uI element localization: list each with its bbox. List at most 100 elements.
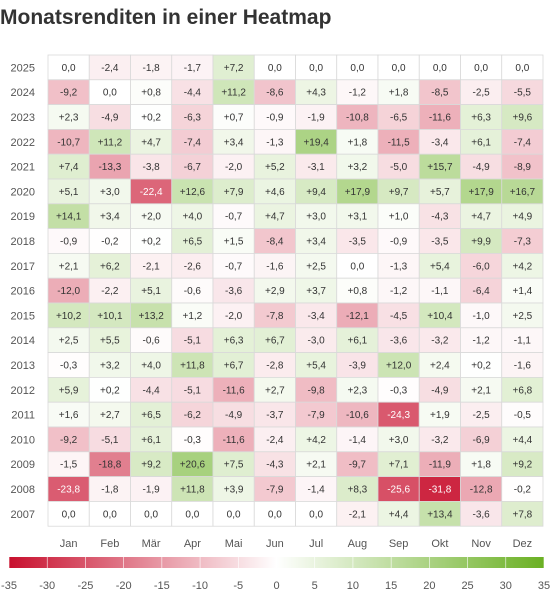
cell-value-label: -1,6 <box>514 361 532 372</box>
cell-value-label: +1,8 <box>389 88 409 99</box>
year-label: 2011 <box>11 410 35 422</box>
month-labels: Jan Feb Mär Apr Mai Jun Jul Aug Sep Okt Nov Dez <box>60 538 532 550</box>
cell-value-label: -3,9 <box>349 361 367 372</box>
cell-value-label: +12,6 <box>180 187 206 198</box>
cell-value-label: -22,4 <box>140 187 163 198</box>
cell-value-label: -2,6 <box>184 261 202 272</box>
cell-value-label: +4,9 <box>513 212 533 223</box>
cell-value-label: 0,0 <box>103 88 117 99</box>
cell-value-label: +17,9 <box>345 187 371 198</box>
heatmap-cell <box>460 153 503 180</box>
heatmap-cells: 0,0 -2,4 -1,8 -1,7 +7,2 0,0 0,0 0,0 0,0 0,0 0,0 0,0… <box>47 54 544 527</box>
colorbar-tick-label: 10 <box>347 580 359 592</box>
heatmap-cell <box>130 79 173 106</box>
heatmap-cell <box>460 54 503 81</box>
heatmap-cell <box>295 327 338 353</box>
cell-value-label: +3,4 <box>224 137 244 148</box>
colorbar-tick-label: -15 <box>154 580 170 592</box>
cell-value-label: +6,7 <box>265 336 285 347</box>
cell-value-label: +2,3 <box>59 113 79 124</box>
cell-value-label: -6,5 <box>390 113 408 124</box>
cell-value-label: -10,8 <box>346 113 369 124</box>
colorbar-tick-label: 15 <box>385 580 397 592</box>
cell-value-label: -6,7 <box>184 162 202 173</box>
cell-value-label: +0,8 <box>348 286 368 297</box>
heatmap-cell <box>501 476 544 502</box>
cell-value-label: +4,4 <box>513 435 533 446</box>
heatmap-cell <box>377 54 420 81</box>
heatmap-cell <box>171 401 214 428</box>
heatmap-cell <box>501 451 544 477</box>
cell-value-label: +13,2 <box>138 311 164 322</box>
cell-value-label: -4,9 <box>101 113 119 124</box>
month-label: Feb <box>100 538 119 550</box>
year-label: 2019 <box>11 211 35 223</box>
heatmap-cell <box>212 500 255 527</box>
cell-value-label: -0,6 <box>184 286 202 297</box>
colorbar-tick-label: 30 <box>500 580 512 592</box>
cell-value-label: -1,9 <box>143 485 161 496</box>
colorbar-tick-label: -30 <box>39 580 55 592</box>
heatmap-cell <box>501 376 544 403</box>
heatmap-cell <box>212 401 255 428</box>
colorbar-tick-label: -20 <box>116 580 132 592</box>
heatmap-cell <box>418 376 461 403</box>
heatmap-cell <box>460 426 503 453</box>
cell-value-label: +5,4 <box>306 361 326 372</box>
colorbar-tick-label: -35 <box>1 580 17 592</box>
heatmap-cell <box>377 178 420 205</box>
heatmap-cell <box>47 426 90 453</box>
month-label: Aug <box>348 538 368 550</box>
heatmap-cell <box>460 401 503 428</box>
heatmap-cell <box>295 302 338 329</box>
cell-value-label: -7,9 <box>266 485 284 496</box>
heatmap-cell <box>501 327 544 353</box>
heatmap-cell <box>130 203 173 230</box>
cell-value-label: 0,0 <box>185 509 199 520</box>
heatmap-cell <box>377 104 420 130</box>
year-label: 2009 <box>11 459 35 471</box>
heatmap-cell <box>88 327 131 353</box>
cell-value-label: +6,2 <box>100 261 120 272</box>
cell-value-label: -25,6 <box>387 485 410 496</box>
heatmap-cell <box>336 153 379 180</box>
heatmap-cell <box>47 104 90 130</box>
cell-value-label: +5,5 <box>100 336 120 347</box>
heatmap-cell <box>336 426 379 453</box>
heatmap-cell <box>501 401 544 428</box>
cell-value-label: -1,4 <box>349 435 367 446</box>
cell-value-label: +2,5 <box>513 311 533 322</box>
cell-value-label: -2,1 <box>143 261 161 272</box>
cell-value-label: -0,5 <box>514 410 532 421</box>
cell-value-label: 0,0 <box>392 63 406 74</box>
cell-value-label: -3,5 <box>349 237 367 248</box>
heatmap-cell <box>418 401 461 428</box>
cell-value-label: -10,7 <box>57 137 80 148</box>
cell-value-label: -31,8 <box>428 485 451 496</box>
cell-value-label: +3,0 <box>306 212 326 223</box>
heatmap-cell <box>88 302 131 329</box>
cell-value-label: +4,7 <box>265 212 285 223</box>
cell-value-label: -4,4 <box>184 88 202 99</box>
heatmap-cell <box>501 79 544 106</box>
heatmap-cell <box>88 153 131 180</box>
cell-value-label: +11,2 <box>98 137 123 148</box>
heatmap-cell <box>460 228 503 254</box>
heatmap-cell <box>171 252 214 279</box>
cell-value-label: -2,2 <box>101 286 119 297</box>
cell-value-label: -10,6 <box>346 410 369 421</box>
heatmap-cell <box>336 277 379 304</box>
cell-value-label: -0,9 <box>60 237 78 248</box>
cell-value-label: 0,0 <box>515 63 529 74</box>
cell-value-label: -0,3 <box>60 361 78 372</box>
cell-value-label: -1,2 <box>473 336 491 347</box>
year-label: 2010 <box>11 434 35 446</box>
cell-value-label: +9,4 <box>306 187 326 198</box>
cell-value-label: -11,6 <box>223 435 245 446</box>
cell-value-label: +5,9 <box>59 385 79 396</box>
heatmap-cell <box>130 476 173 502</box>
cell-value-label: +3,7 <box>306 286 326 297</box>
heatmap-cell <box>47 203 90 230</box>
heatmap-cell <box>418 228 461 254</box>
cell-value-label: -4,9 <box>225 410 243 421</box>
